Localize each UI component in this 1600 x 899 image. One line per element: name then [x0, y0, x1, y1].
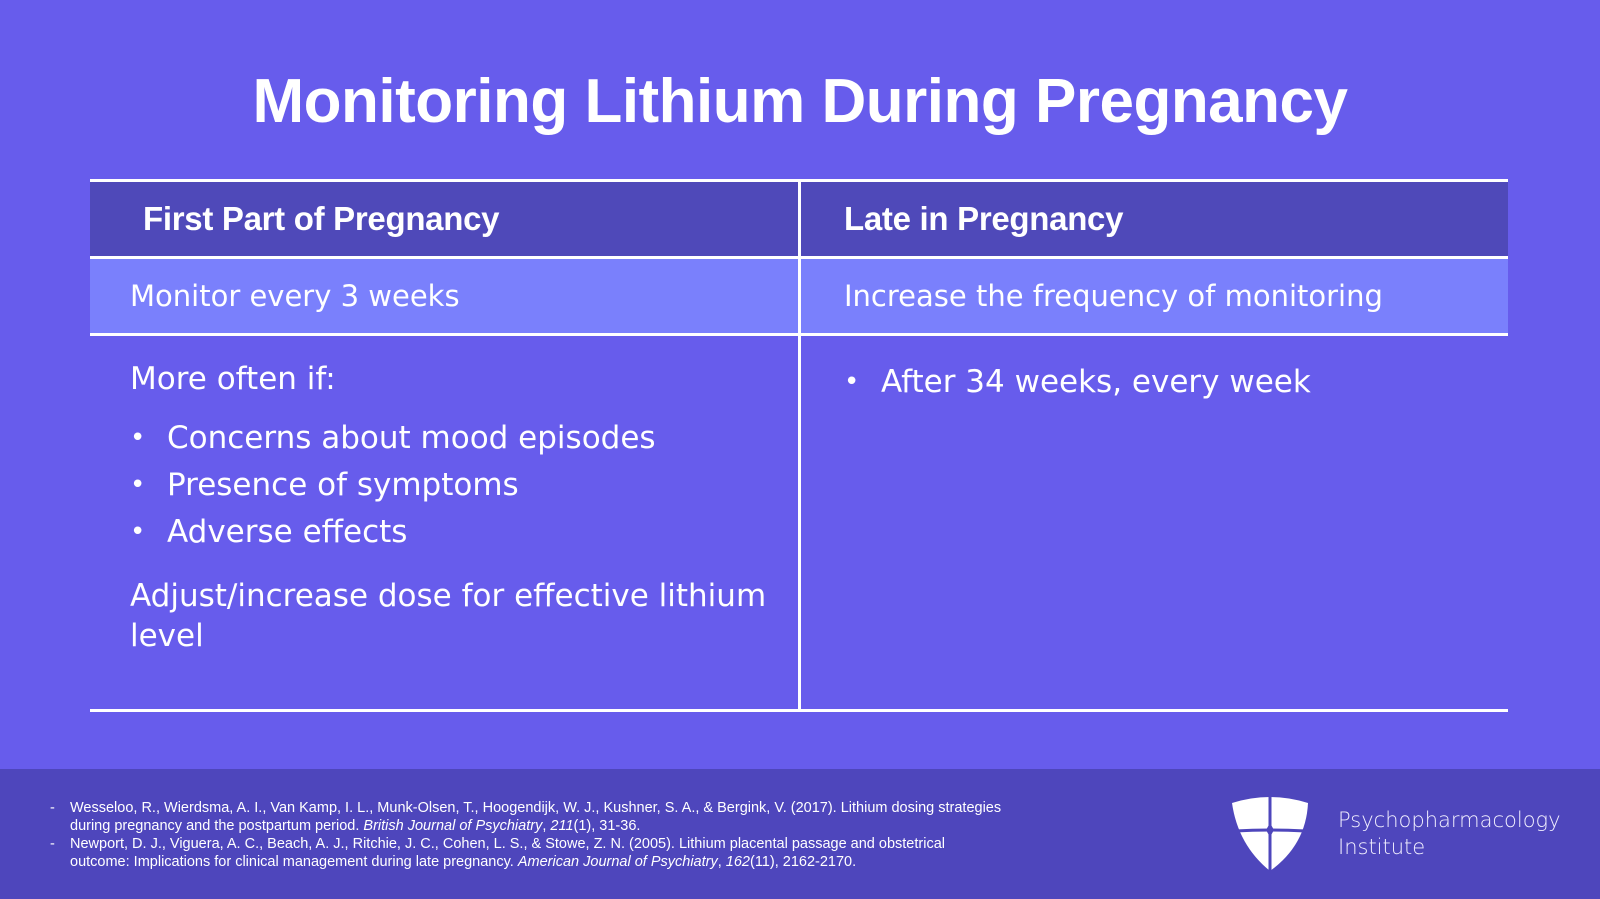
- list-item-text: After 34 weeks, every week: [881, 364, 1311, 400]
- reference-pages: (11), 2162-2170.: [749, 854, 857, 870]
- conditions-list: • Concerns about mood episodes • Presenc…: [130, 415, 770, 556]
- logo-line-2: Institute: [1338, 835, 1426, 859]
- column-header-first-part: First Part of Pregnancy: [143, 200, 500, 237]
- list-item-text: Adverse effects: [167, 514, 408, 550]
- list-item-text: Concerns about mood episodes: [167, 420, 656, 456]
- bullet-icon: •: [130, 423, 146, 453]
- conditions-intro: More often if:: [130, 361, 336, 397]
- reference-separator: ,: [717, 854, 726, 870]
- late-list: • After 34 weeks, every week: [844, 359, 1484, 406]
- highlight-text-first-part: Monitor every 3 weeks: [130, 279, 460, 313]
- reference-volume: 211: [550, 818, 574, 834]
- table-bottom-border: [90, 709, 1508, 712]
- column-divider: [798, 179, 801, 712]
- reference-volume: 162: [725, 854, 750, 870]
- highlight-cell-first-part: Monitor every 3 weeks: [90, 259, 798, 333]
- slide-title: Monitoring Lithium During Pregnancy: [252, 67, 1348, 136]
- dose-adjust-note: Adjust/increase dose for effective lithi…: [130, 578, 767, 654]
- highlight-text-late: Increase the frequency of monitoring: [844, 279, 1383, 313]
- reference-text: Newport, D. J., Viguera, A. C., Beach, A…: [70, 836, 945, 870]
- reference-pages: (1), 31-36.: [573, 818, 641, 834]
- institute-logo: Psychopharmacology Institute: [1230, 795, 1561, 873]
- header-cell-first-part: First Part of Pregnancy: [90, 182, 798, 256]
- reference-item: - Newport, D. J., Viguera, A. C., Beach, …: [48, 835, 1008, 871]
- list-item: • Adverse effects: [130, 509, 770, 556]
- logo-line-1: Psychopharmacology: [1338, 808, 1561, 832]
- reference-separator: ,: [542, 818, 551, 834]
- footer: - Wesseloo, R., Wierdsma, A. I., Van Kamp…: [0, 769, 1600, 899]
- dash-marker: -: [50, 800, 55, 816]
- highlight-cell-late: Increase the frequency of monitoring: [801, 259, 1508, 333]
- body-cell-late: • After 34 weeks, every week: [844, 359, 1484, 406]
- monitoring-table: First Part of Pregnancy Late in Pregnanc…: [90, 179, 1508, 712]
- dash-marker: -: [50, 836, 55, 852]
- list-item: • Presence of symptoms: [130, 462, 770, 509]
- reference-journal: American Journal of Psychiatry: [517, 854, 718, 870]
- reference-item: - Wesseloo, R., Wierdsma, A. I., Van Kamp…: [48, 799, 1008, 835]
- column-header-late: Late in Pregnancy: [844, 200, 1124, 237]
- shield-icon: [1232, 797, 1308, 871]
- bullet-icon: •: [844, 367, 860, 397]
- reference-journal: British Journal of Psychiatry: [363, 818, 543, 834]
- logo-wordmark: Psychopharmacology Institute: [1338, 807, 1561, 861]
- list-item: • After 34 weeks, every week: [844, 359, 1484, 406]
- bullet-icon: •: [130, 470, 146, 500]
- list-item-text: Presence of symptoms: [167, 467, 519, 503]
- list-item: • Concerns about mood episodes: [130, 415, 770, 462]
- body-cell-first-part: More often if: • Concerns about mood epi…: [130, 359, 770, 656]
- bullet-icon: •: [130, 517, 146, 547]
- header-cell-late: Late in Pregnancy: [801, 182, 1508, 256]
- references-list: - Wesseloo, R., Wierdsma, A. I., Van Kamp…: [48, 799, 1008, 871]
- reference-text: Wesseloo, R., Wierdsma, A. I., Van Kamp,…: [70, 800, 1002, 834]
